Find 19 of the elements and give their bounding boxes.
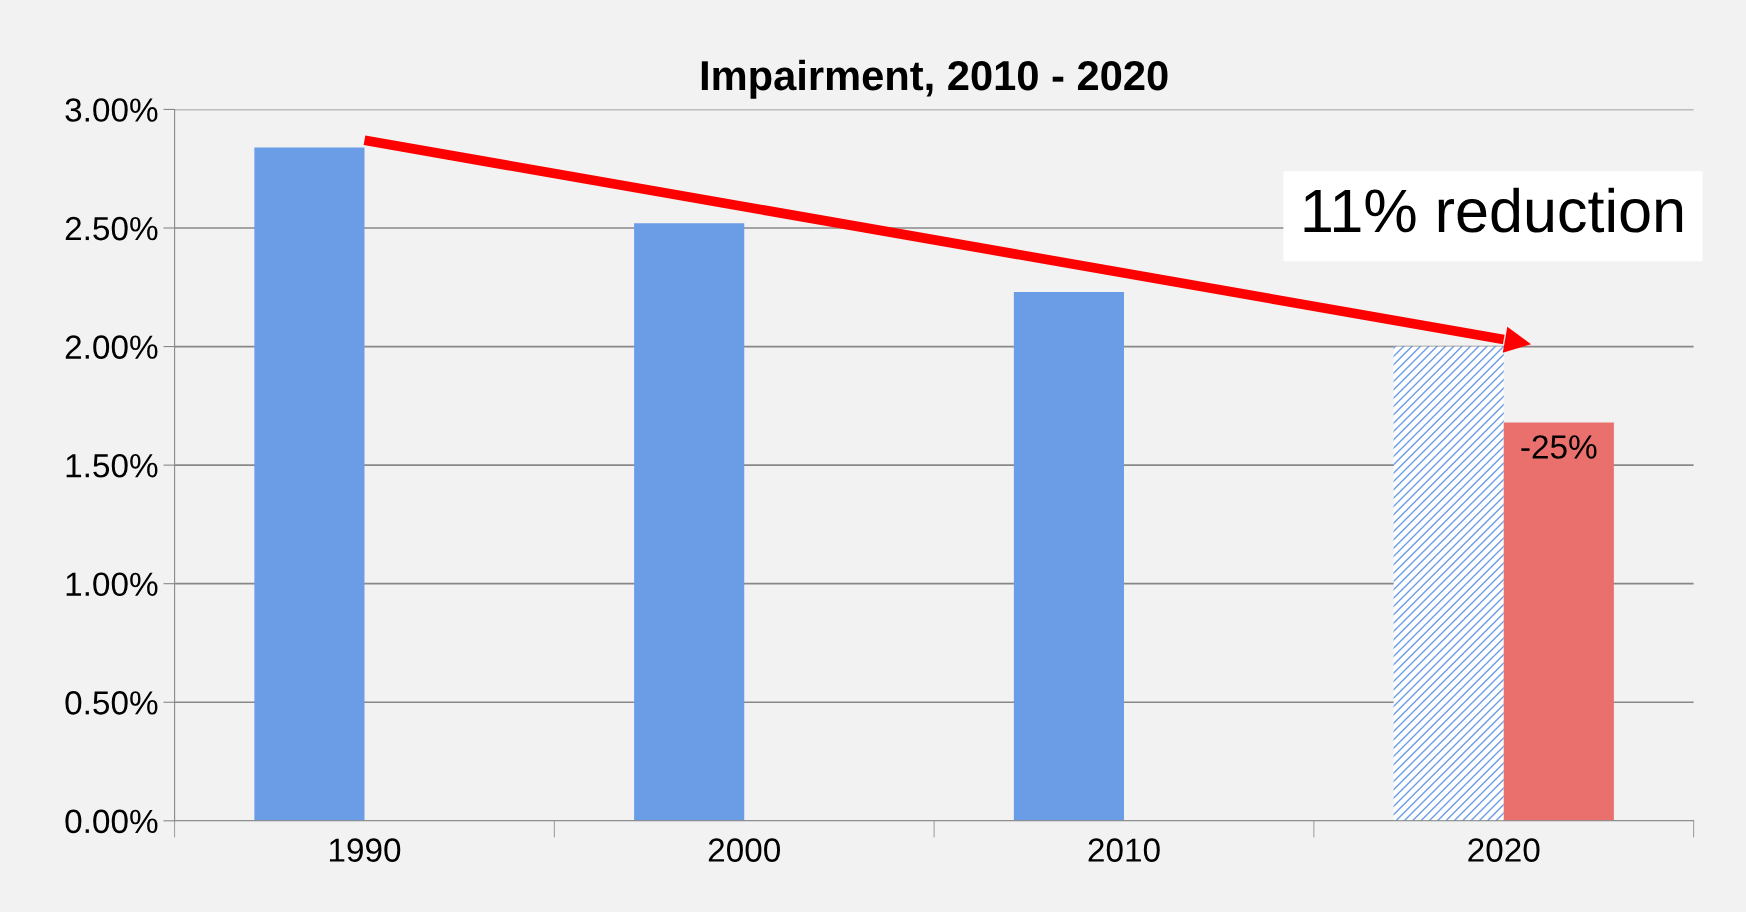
y-tick-label: 3.00% [65, 98, 158, 122]
bar [254, 147, 365, 821]
y-tick-label: 1.50% [66, 453, 158, 478]
bar [1393, 346, 1504, 821]
y-tick-label: 0.50% [65, 691, 158, 715]
bar [634, 223, 745, 821]
bar [1503, 422, 1614, 821]
y-tick-label: 0.00% [65, 809, 158, 834]
y-tick-label: 2.50% [65, 216, 158, 241]
bar [1013, 292, 1124, 821]
y-tick-label: 2.00% [65, 335, 158, 359]
annotation: 11% reduction [1304, 187, 1683, 233]
x-tick-label: 2010 [1088, 838, 1160, 862]
x-tick-label: 2000 [708, 838, 781, 862]
x-tick-label: 1990 [329, 838, 401, 862]
annotation: -25% [1521, 435, 1597, 459]
chart-title: Impairment, 2010 - 2020 [701, 59, 1168, 99]
x-tick-label: 2020 [1468, 838, 1540, 862]
y-tick-label: 1.00% [66, 572, 158, 597]
